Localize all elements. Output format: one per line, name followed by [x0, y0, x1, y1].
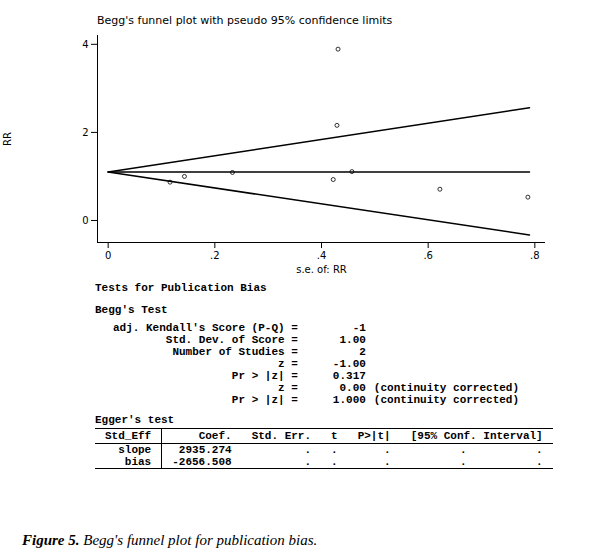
html-text:2: 2: [359, 346, 366, 358]
svg-text:.8: .8: [530, 250, 540, 261]
html-text:Std. Err.: Std. Err.: [251, 430, 312, 442]
html-text:[95% Conf. Interval]: [95% Conf. Interval]: [410, 430, 543, 442]
html-text:-2656.508: -2656.508: [172, 456, 232, 468]
svg-text:0: 0: [82, 215, 88, 226]
html-text:-1.00: -1.00: [332, 358, 366, 370]
html-text:1.00: 1.00: [339, 334, 366, 346]
html-text:Coef.: Coef.: [198, 430, 232, 442]
html-text:z =: z =: [278, 358, 298, 370]
html-text:0.317: 0.317: [332, 370, 366, 382]
html-text:bias: bias: [124, 456, 152, 468]
html-text:-1: -1: [352, 322, 366, 334]
html-text:Pr > |z| =: Pr > |z| =: [231, 394, 298, 406]
html-text:slope: slope: [118, 444, 152, 456]
html-text:Egger's test: Egger's test: [95, 414, 175, 426]
html-text:Std. Dev. of Score =: Std. Dev. of Score =: [165, 334, 298, 346]
svg-text:s.e. of: RR: s.e. of: RR: [296, 264, 347, 275]
svg-text:4: 4: [82, 39, 88, 50]
html-text:z =: z =: [278, 382, 298, 394]
html-text:(continuity corrected): (continuity corrected): [373, 382, 520, 394]
html-text:Number of Studies =: Number of Studies =: [172, 346, 298, 358]
html-text:Begg's funnel plot with pseudo: Begg's funnel plot with pseudo 95% confi…: [97, 14, 393, 27]
html-text:t: t: [331, 430, 338, 442]
html-text:1.000: 1.000: [332, 394, 366, 406]
html-text:2935.274: 2935.274: [178, 444, 232, 456]
html-text:Std_Eff: Std_Eff: [105, 430, 152, 442]
html-text:adj. Kendall's Score (P-Q) =: adj. Kendall's Score (P-Q) =: [113, 322, 298, 334]
html-text:Tests for Publication Bias: Tests for Publication Bias: [95, 282, 267, 294]
svg-text:0: 0: [105, 250, 111, 261]
html-text:P>|t|: P>|t|: [357, 430, 391, 442]
html-text:(continuity corrected): (continuity corrected): [373, 394, 520, 406]
svg-text:RR: RR: [2, 132, 13, 146]
html-text:Figure 5. Begg's funnel plot f: Figure 5. Begg's funnel plot for publica…: [22, 532, 318, 548]
svg-text:.6: .6: [423, 250, 433, 261]
svg-text:.4: .4: [317, 250, 327, 261]
svg-text:2: 2: [82, 127, 88, 138]
html-text:Pr > |z| =: Pr > |z| =: [231, 370, 298, 382]
html-text:Begg's Test: Begg's Test: [95, 304, 168, 316]
html-text:0.00: 0.00: [339, 382, 366, 394]
svg-text:.2: .2: [210, 250, 220, 261]
